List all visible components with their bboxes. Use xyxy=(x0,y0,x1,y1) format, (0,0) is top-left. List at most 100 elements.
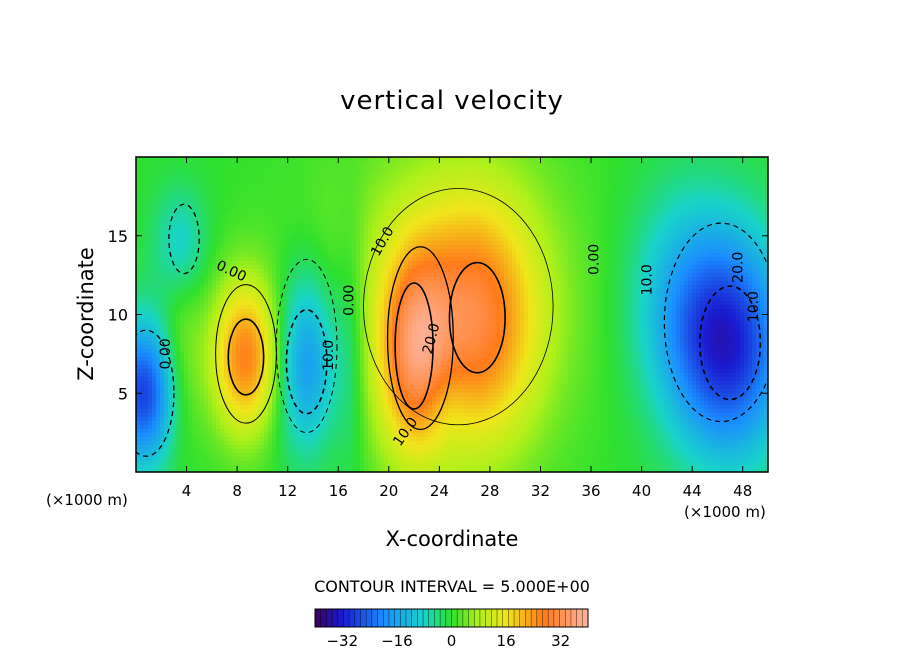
heatmap-cell xyxy=(168,237,173,242)
heatmap-cell xyxy=(748,221,753,226)
heatmap-cell xyxy=(484,241,489,246)
heatmap-cell xyxy=(352,177,357,182)
heatmap-cell xyxy=(764,157,768,162)
heatmap-cell xyxy=(220,205,225,210)
heatmap-cell xyxy=(540,229,545,234)
heatmap-cell xyxy=(460,245,465,250)
heatmap-cell xyxy=(408,165,413,170)
heatmap-cell xyxy=(456,161,461,166)
heatmap-cell xyxy=(200,201,205,206)
heatmap-cell xyxy=(564,221,569,226)
heatmap-cell xyxy=(508,245,513,250)
heatmap-cell xyxy=(504,213,509,218)
heatmap-cell xyxy=(364,273,369,278)
heatmap-cell xyxy=(508,237,513,242)
heatmap-cell xyxy=(664,253,669,258)
heatmap-cell xyxy=(248,201,253,206)
heatmap-cell xyxy=(756,257,761,262)
heatmap-cell xyxy=(144,189,149,194)
heatmap-cell xyxy=(700,221,705,226)
heatmap-cell xyxy=(200,217,205,222)
heatmap-cell xyxy=(428,161,433,166)
heatmap-cell xyxy=(384,249,389,254)
heatmap-cell xyxy=(656,201,661,206)
heatmap-cell xyxy=(184,245,189,250)
heatmap-cell xyxy=(460,173,465,178)
heatmap-cell xyxy=(328,237,333,242)
heatmap-cell xyxy=(208,281,213,286)
heatmap-cell xyxy=(216,177,221,182)
heatmap-cell xyxy=(684,225,689,230)
heatmap-cell xyxy=(328,281,333,286)
heatmap-cell xyxy=(728,193,733,198)
heatmap-cell xyxy=(228,185,233,190)
heatmap-cell xyxy=(640,217,645,222)
heatmap-cell xyxy=(336,257,341,262)
heatmap-cell xyxy=(624,169,629,174)
heatmap-cell xyxy=(192,257,197,262)
heatmap-cell xyxy=(200,269,205,274)
heatmap-cell xyxy=(668,237,673,242)
heatmap-cell xyxy=(340,217,345,222)
heatmap-cell xyxy=(648,269,653,274)
heatmap-cell xyxy=(620,213,625,218)
heatmap-cell xyxy=(204,241,209,246)
heatmap-cell xyxy=(332,161,337,166)
heatmap-cell xyxy=(464,189,469,194)
heatmap-cell xyxy=(428,221,433,226)
heatmap-cell xyxy=(140,265,145,270)
heatmap-cell xyxy=(160,233,165,238)
heatmap-cell xyxy=(604,217,609,222)
heatmap-cell xyxy=(576,265,581,270)
heatmap-cell xyxy=(148,209,153,214)
heatmap-cell xyxy=(320,185,325,190)
heatmap-cell xyxy=(572,173,577,178)
heatmap-cell xyxy=(676,249,681,254)
heatmap-cell xyxy=(620,205,625,210)
heatmap-cell xyxy=(628,165,633,170)
heatmap-cell xyxy=(532,213,537,218)
heatmap-cell xyxy=(392,225,397,230)
heatmap-cell xyxy=(392,257,397,262)
heatmap-cell xyxy=(716,249,721,254)
heatmap-cell xyxy=(740,221,745,226)
heatmap-cell xyxy=(652,269,657,274)
heatmap-cell xyxy=(484,177,489,182)
heatmap-cell xyxy=(592,245,597,250)
heatmap-cell xyxy=(612,237,617,242)
heatmap-cell xyxy=(164,253,169,258)
heatmap-cell xyxy=(360,197,365,202)
heatmap-cell xyxy=(340,265,345,270)
heatmap-cell xyxy=(444,273,449,278)
heatmap-cell xyxy=(292,185,297,190)
heatmap-cell xyxy=(432,221,437,226)
heatmap-cell xyxy=(544,237,549,242)
heatmap-cell xyxy=(488,181,493,186)
heatmap-cell xyxy=(432,189,437,194)
heatmap-cell xyxy=(584,229,589,234)
heatmap-cell xyxy=(480,233,485,238)
heatmap-cell xyxy=(444,261,449,266)
heatmap-cell xyxy=(616,265,621,270)
heatmap-cell xyxy=(708,221,713,226)
heatmap-cell xyxy=(620,237,625,242)
heatmap-cell xyxy=(416,241,421,246)
heatmap-cell xyxy=(180,269,185,274)
heatmap-cell xyxy=(624,217,629,222)
heatmap-cell xyxy=(364,261,369,266)
heatmap-cell xyxy=(400,197,405,202)
heatmap-cell xyxy=(716,257,721,262)
heatmap-cell xyxy=(288,189,293,194)
heatmap-cell xyxy=(444,181,449,186)
heatmap-cell xyxy=(528,165,533,170)
heatmap-cell xyxy=(696,269,701,274)
heatmap-cell xyxy=(292,165,297,170)
heatmap-cell xyxy=(536,233,541,238)
heatmap-cell xyxy=(364,281,369,286)
heatmap-cell xyxy=(644,265,649,270)
heatmap-cell xyxy=(324,225,329,230)
heatmap-cell xyxy=(144,277,149,282)
heatmap-cell xyxy=(456,257,461,262)
heatmap-cell xyxy=(144,237,149,242)
heatmap-cell xyxy=(248,249,253,254)
